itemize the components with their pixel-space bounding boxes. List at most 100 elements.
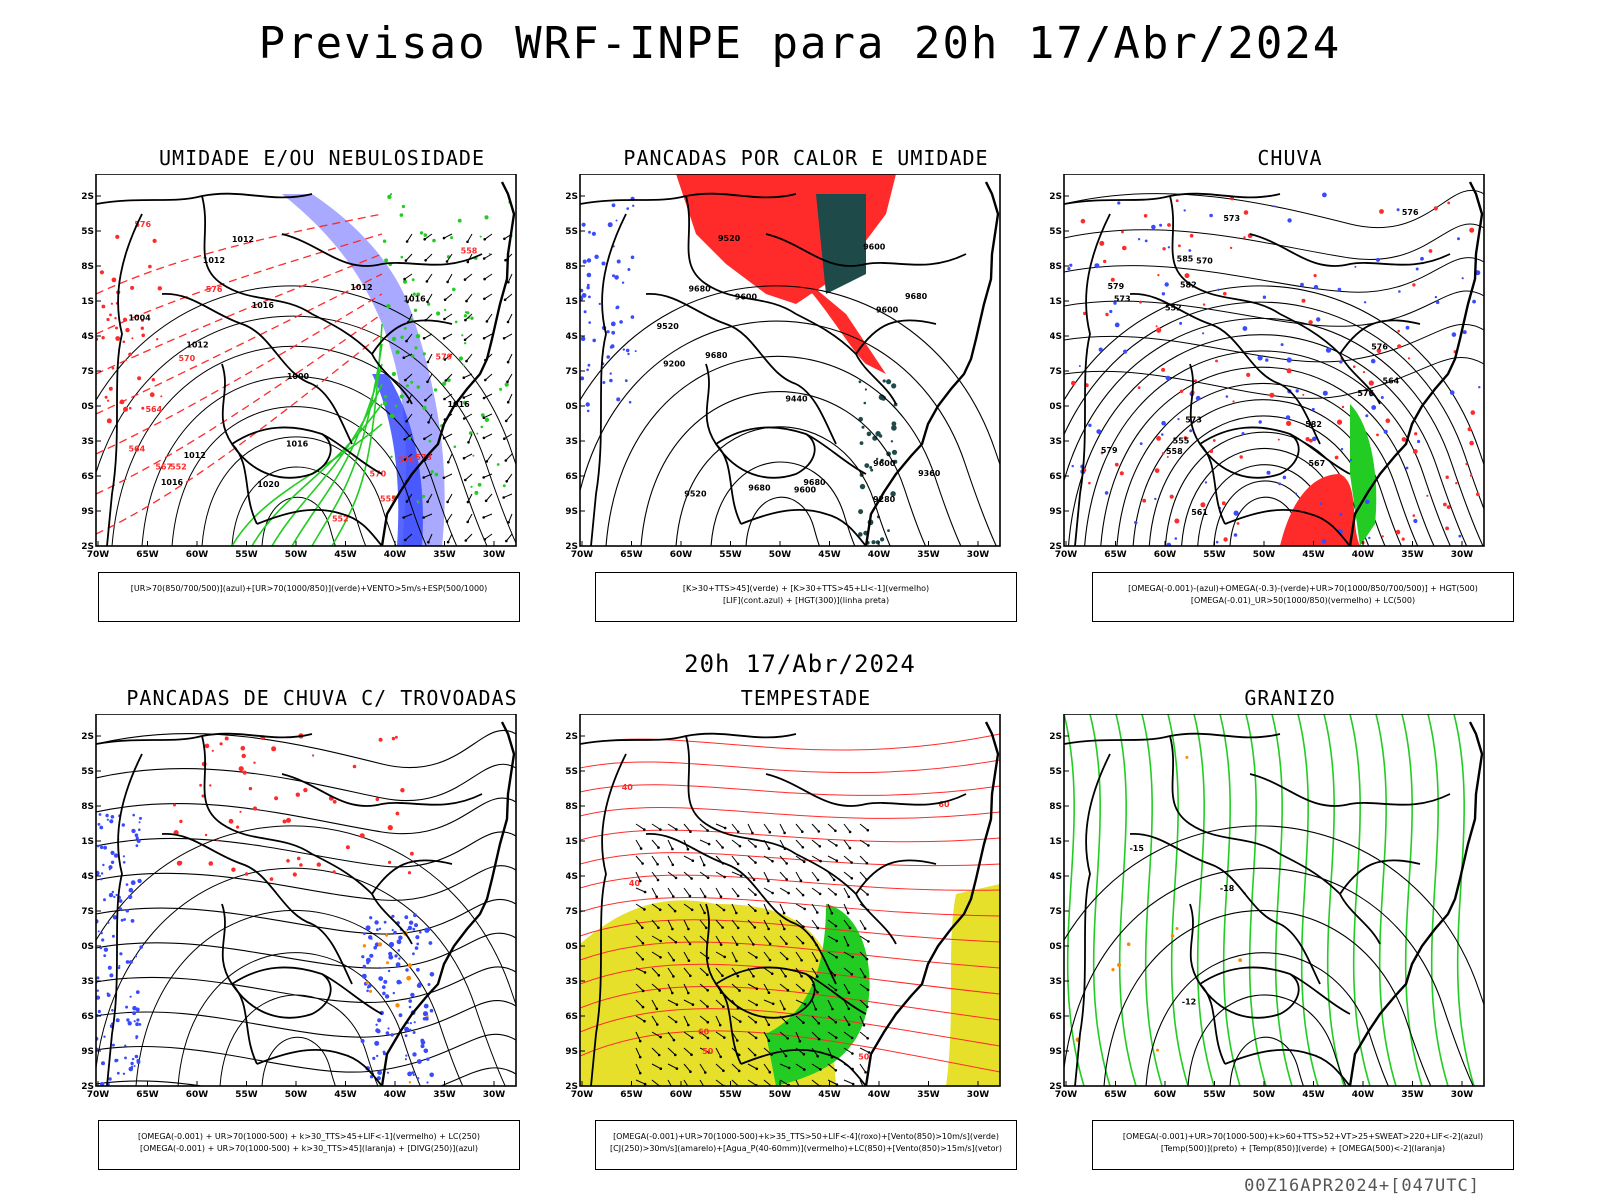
country-border (231, 426, 383, 475)
divergence-blue (103, 947, 109, 952)
rain-blue (1078, 365, 1081, 367)
wind-vector-head (816, 878, 820, 882)
wind-vector-head (754, 1020, 758, 1024)
lif-contour-blue (601, 261, 606, 266)
rain-red-dot (1476, 492, 1480, 497)
map-frame (95, 174, 517, 547)
streamline (96, 1000, 516, 1038)
storm-red (282, 819, 287, 824)
country-border (1279, 383, 1321, 445)
streamline (96, 898, 516, 935)
storm-red (211, 749, 214, 752)
storm-red (299, 863, 303, 867)
wind-vector-head (422, 516, 426, 519)
rain-red-dot (1426, 494, 1429, 497)
rain-red-dot (1379, 209, 1384, 214)
storm-red (241, 753, 246, 759)
wind-vector-head (506, 380, 509, 384)
wind-vector (715, 1079, 725, 1086)
divergence-blue (111, 1043, 115, 1047)
country-border (256, 508, 383, 546)
wind-vector (827, 951, 837, 958)
shade-red (160, 395, 163, 398)
humidity-dot-green (476, 432, 479, 435)
humidity-dot-green (462, 364, 465, 367)
streamline-south (261, 1036, 342, 1086)
wind-vector-head (503, 437, 506, 441)
omega-orange (1175, 927, 1179, 930)
divergence-blue-east (362, 964, 366, 969)
wind-vector-head (736, 894, 740, 898)
rain-blue (1166, 542, 1172, 546)
divergence-blue (97, 930, 100, 933)
wind-vector-head (655, 1007, 659, 1011)
wind-vector-head (675, 828, 678, 831)
wind-vector-head (507, 521, 510, 524)
storm-red (239, 810, 242, 813)
lat-tick-label: 33S (1050, 977, 1062, 987)
legend-line: [OMEGA(-0.001)-(azul)+OMEGA(-0.3)-(verde… (1128, 584, 1478, 593)
rain-red-dot (1184, 273, 1190, 279)
humidity-dot-green (470, 485, 473, 488)
lat-tick-label: 15S (1050, 767, 1062, 777)
divergence-blue (111, 890, 114, 894)
panel-umidade: UMIDADE E/OU NEBULOSIDADE 1012 1012 1016 10… (82, 146, 562, 626)
rain-red-dot (1143, 214, 1148, 218)
rain-red-dot (1071, 380, 1076, 386)
divergence-blue-east (366, 989, 369, 993)
wind-vector-head (442, 436, 446, 440)
contour-label: 1016 (252, 301, 275, 310)
storm-red (295, 792, 300, 797)
contour-label: 9520 (684, 490, 707, 499)
rain-blue (1376, 257, 1380, 262)
rain-red-dot (1447, 201, 1451, 205)
wind-vector (444, 353, 453, 360)
lif-contour-blue (581, 293, 587, 298)
rain-blue (1202, 332, 1205, 335)
rain-blue (1311, 407, 1315, 411)
wind-vector-head (423, 238, 427, 241)
wind-vector-head (403, 458, 407, 461)
humidity-dot-green (408, 436, 412, 440)
wind-vector (443, 473, 453, 479)
humidity-dot-green (411, 278, 415, 282)
wind-vector (715, 1063, 724, 1072)
wind-vector (447, 533, 453, 543)
rain-blue (1225, 395, 1229, 398)
wind-vector (779, 903, 785, 914)
humidity-dot-green (403, 327, 407, 330)
wind-vector-head (689, 1070, 692, 1073)
wind-vector-head (688, 894, 692, 898)
humidity-dot-green (412, 292, 416, 296)
wind-vector (635, 1031, 641, 1042)
wind-vector-head (847, 1023, 851, 1026)
shade-red (128, 352, 132, 357)
divergence-blue-east (423, 1048, 429, 1054)
wind-vector (843, 1047, 853, 1054)
wind-vector-head (802, 989, 805, 992)
wind-vector (811, 967, 818, 977)
wind-vector-head (819, 1068, 822, 1071)
wind-vector (407, 293, 413, 303)
wind-vector (484, 233, 493, 240)
lif-contour-blue (624, 379, 628, 383)
rain-red-dot (1178, 244, 1181, 248)
wind-vector-head (834, 893, 837, 896)
lat-tick-label: 33S (82, 977, 94, 987)
panel-tempestade: TEMPESTADE 60505040406012S15S18S21S24S27… (566, 686, 1046, 1166)
contour-label: 573 (1223, 214, 1240, 223)
divergence-blue-east (396, 979, 402, 985)
rain-blue (1462, 330, 1467, 335)
map-background (1064, 714, 1484, 1086)
wind-vector (859, 919, 866, 929)
precip-water-contour (580, 896, 1000, 917)
wind-vector-head (641, 941, 645, 945)
rain-blue (1417, 439, 1421, 444)
wind-vector-head (405, 500, 409, 503)
temp500-contour (1229, 1036, 1310, 1086)
wind-vector (779, 887, 789, 894)
lon-tick-label: 35W (1401, 1090, 1424, 1100)
wind-vector-head (817, 1022, 821, 1025)
wind-vector-head (785, 1021, 789, 1025)
lon-tick-label: 60W (186, 550, 209, 560)
